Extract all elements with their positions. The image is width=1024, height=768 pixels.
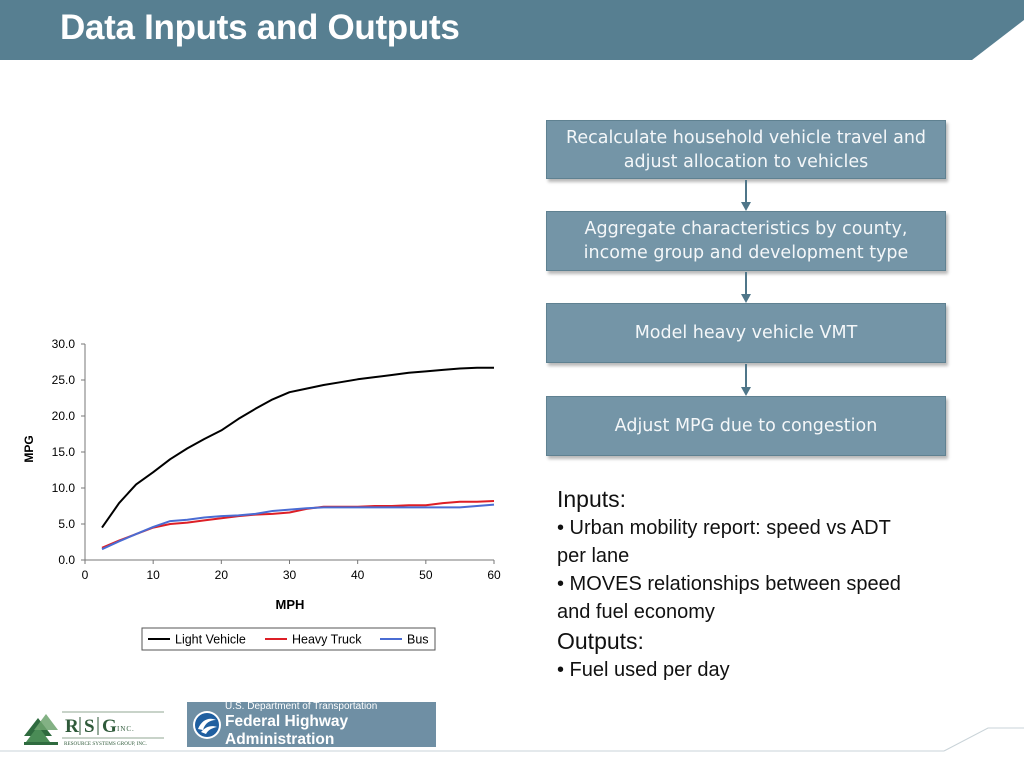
series-line-heavy-truck: [101, 500, 495, 549]
legend-label: Heavy Truck: [292, 633, 362, 647]
chart-axes: 0.0 5.0 10.0 15.0 20.0 25.0 30.0 0 10 20 30 40 50 60: [52, 337, 501, 582]
flow-step-label: Aggregate characteristics by county, inc…: [583, 219, 909, 263]
rsg-suffix: INC.: [117, 725, 135, 733]
slide-title: Data Inputs and Outputs: [60, 8, 460, 47]
mpg-vs-mph-chart: 0.05.010.015.020.025.030.00 10 20 30 40 50 60 …: [22, 337, 501, 651]
flow-step-label: Recalculate household vehicle travel and…: [565, 127, 927, 172]
output-item: • Fuel used per day: [557, 659, 730, 681]
rsg-logo: R S G INC. RESOURCE SYSTEMS GROUP, INC.: [24, 711, 164, 747]
inputs-outputs-text: Inputs: • Urban mobility report: speed v…: [557, 484, 917, 684]
x-tick-label: 60: [487, 568, 501, 582]
x-tick-label: 0: [82, 568, 89, 582]
x-tick-label: 50: [419, 568, 433, 582]
flow-step-aggregate: Aggregate characteristics by county, inc…: [546, 211, 946, 271]
rsg-letter: S: [84, 716, 95, 737]
y-axis-label: MPG: [22, 435, 36, 462]
x-tick-label: 20: [215, 568, 229, 582]
flow-step-adjust-mpg: Adjust MPG due to congestion: [546, 396, 946, 456]
y-tick-label: 30.0: [52, 337, 76, 351]
input-item: • MOVES relationships between speed and …: [557, 573, 901, 623]
outputs-heading: Outputs:: [557, 628, 644, 654]
flow-arrow-2: [741, 272, 751, 303]
flow-step-label: Model heavy vehicle VMT: [634, 323, 858, 343]
legend-box: [141, 627, 436, 651]
chart-series-group: [101, 366, 495, 551]
rsg-letter: G: [102, 716, 117, 737]
series-line-light-vehicle: [101, 366, 494, 529]
fhwa-logo: U.S. Department of Transportation Federa…: [187, 700, 436, 748]
rsg-letter: R: [65, 716, 79, 737]
flow-step-label: Adjust MPG due to congestion: [614, 416, 878, 436]
x-tick-label: 10: [146, 568, 160, 582]
y-tick-label: 0.0: [58, 553, 75, 567]
series-line-bus: [101, 503, 495, 551]
x-axis-label: MPH: [276, 597, 305, 612]
inputs-heading: Inputs:: [557, 486, 627, 512]
banner-corner-cut: [972, 20, 1024, 60]
y-tick-label: 5.0: [58, 517, 75, 531]
x-tick-label: 30: [283, 568, 297, 582]
y-tick-label: 15.0: [52, 445, 76, 459]
dot-shield-icon: [193, 711, 221, 739]
y-tick-label: 10.0: [52, 481, 76, 495]
flow-arrow-1: [741, 180, 751, 211]
input-item: • Urban mobility report: speed vs ADT pe…: [557, 517, 891, 567]
legend-label: Bus: [407, 633, 429, 647]
flow-step-heavy-vmt: Model heavy vehicle VMT: [546, 303, 946, 363]
chart-legend: Light Vehicle Heavy Truck Bus: [141, 627, 436, 651]
footer-decoration: [0, 727, 1024, 752]
y-tick-label: 25.0: [52, 373, 76, 387]
title-banner: [0, 0, 1024, 60]
y-tick-label: 20.0: [52, 409, 76, 423]
flow-step-recalculate: Recalculate household vehicle travel and…: [546, 120, 946, 179]
legend-label: Light Vehicle: [175, 633, 246, 647]
banner-background: [0, 0, 1024, 60]
fhwa-department-text: U.S. Department of Transportation: [225, 700, 378, 712]
flow-arrow-3: [741, 364, 751, 396]
fhwa-name-text: Federal Highway Administration: [225, 712, 349, 748]
rsg-tagline: RESOURCE SYSTEMS GROUP, INC.: [64, 741, 147, 747]
tree-icon: [24, 714, 58, 745]
x-tick-label: 40: [351, 568, 365, 582]
